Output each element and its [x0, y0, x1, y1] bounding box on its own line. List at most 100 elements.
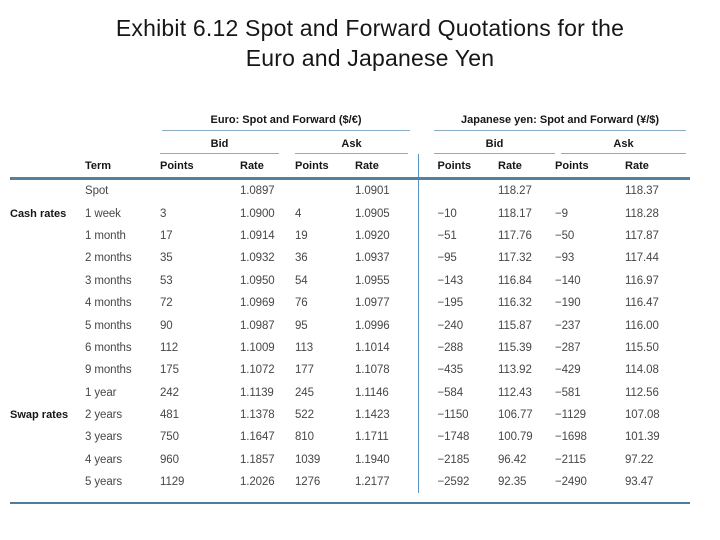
euro_ask_rate-cell: 1.1940	[355, 453, 390, 466]
yen_bid_rate-cell: 106.77	[498, 409, 533, 422]
table-row: 3 months 53 1.0950 54 1.0955 −143 116.84 −140 11…	[10, 269, 690, 292]
euro_bid_rate-cell: 1.2026	[240, 476, 275, 489]
row-group-label	[10, 270, 85, 292]
euro-group-header: Euro: Spot and Forward ($/€)	[162, 114, 411, 131]
yen_bid_rate-cell: 100.79	[498, 431, 533, 444]
euro_bid_points-cell: 90	[160, 319, 173, 332]
yen_bid_points-cell	[417, 178, 499, 203]
euro_bid_rate-cell: 1.0900	[240, 207, 275, 220]
euro_bid_points-cell: 17	[160, 229, 173, 242]
row-group-label	[10, 337, 85, 359]
euro_ask_rate-cell: 1.0905	[355, 207, 390, 220]
yen_bid_points-cell: −51	[417, 224, 499, 248]
euro-ask-header: Ask	[295, 138, 409, 154]
column-header-row: Term Points Rate Points Rate Points Rate…	[10, 154, 691, 180]
yen_ask_points-cell: −237	[555, 319, 581, 332]
yen-ask-rate-header: Rate	[625, 154, 691, 180]
row-group-label	[10, 292, 85, 314]
empty-header-cell	[10, 154, 85, 180]
euro-bid-header-cell: Bid	[160, 131, 295, 154]
euro_ask_rate-cell: 1.1423	[355, 409, 390, 422]
euro_ask_rate-cell: 1.2177	[355, 476, 390, 489]
yen_ask_rate-cell: 116.47	[625, 297, 659, 310]
yen_ask_rate-cell: 93.47	[625, 476, 654, 489]
row-group-label	[10, 471, 85, 493]
yen-ask-header-cell: Ask	[555, 131, 690, 154]
table-row: 5 years 1129 1.2026 1276 1.2177 −2592 92.35 −24…	[10, 471, 690, 494]
row-group-label	[10, 449, 85, 471]
term-cell: 3 years	[85, 431, 123, 444]
term-column-header: Term	[85, 154, 160, 180]
euro_ask_points-cell: 19	[295, 229, 308, 242]
term-cell: 4 years	[85, 453, 123, 466]
row-group-label	[10, 314, 85, 336]
euro_bid_points-cell: 112	[160, 341, 179, 354]
yen_ask_rate-cell: 117.87	[625, 229, 659, 242]
euro_ask_rate-cell: 1.1078	[355, 364, 390, 377]
term-cell: 3 months	[85, 274, 132, 287]
euro-bid-header: Bid	[160, 138, 279, 154]
yen_ask_points-cell: −93	[555, 252, 575, 265]
euro_bid_rate-cell: 1.0897	[240, 185, 275, 198]
euro_bid_rate-cell: 1.1857	[240, 453, 275, 466]
term-cell: 5 years	[85, 476, 123, 489]
euro_ask_rate-cell: 1.1711	[355, 431, 389, 444]
term-cell: 6 months	[85, 341, 132, 354]
table-row: Spot 1.0897 1.0901 118.27 118.37	[10, 178, 690, 203]
yen-bid-header-cell: Bid	[418, 131, 556, 154]
yen_bid_rate-cell: 113.92	[498, 364, 532, 377]
row-group-label	[10, 247, 85, 269]
yen_bid_points-cell: −195	[417, 291, 499, 315]
yen_bid_points-cell: −584	[417, 381, 499, 404]
yen-bid-rate-header: Rate	[498, 154, 556, 180]
euro-bid-rate-header: Rate	[240, 154, 295, 180]
euro_bid_points-cell: 242	[160, 386, 179, 399]
euro_bid_points-cell: 53	[160, 274, 173, 287]
yen_bid_points-cell: −435	[417, 359, 499, 382]
yen_bid_rate-cell: 96.42	[498, 453, 527, 466]
euro_ask_points-cell: 522	[295, 409, 314, 422]
euro_bid_points-cell: 3	[160, 207, 167, 220]
yen_ask_points-cell: −190	[555, 297, 581, 310]
yen_bid_rate-cell: 92.35	[498, 476, 527, 489]
slide-title: Exhibit 6.12 Spot and Forward Quotations…	[40, 13, 700, 73]
euro_ask_rate-cell: 1.0977	[355, 297, 390, 310]
euro_ask_points-cell: 76	[295, 297, 308, 310]
yen_ask_points-cell: −50	[555, 229, 575, 242]
term-cell: 1 week	[85, 207, 121, 220]
yen_bid_points-cell: −10	[417, 202, 499, 225]
yen_ask_points-cell: −1129	[555, 409, 586, 422]
euro_ask_rate-cell: 1.0937	[355, 252, 390, 265]
bid-ask-header-row: Bid Ask Bid Ask	[10, 131, 690, 154]
table-row: 2 months 35 1.0932 36 1.0937 −95 117.32 −93 117.…	[10, 247, 690, 270]
euro_bid_rate-cell: 1.1647	[240, 431, 275, 444]
yen_ask_points-cell: −2490	[555, 476, 587, 489]
yen_ask_points-cell: −287	[555, 341, 581, 354]
term-cell: 9 months	[85, 364, 132, 377]
table-row: 4 years 960 1.1857 1039 1.1940 −2185 96.42 −211…	[10, 448, 690, 472]
yen-bid-header: Bid	[434, 138, 556, 154]
row-group-label	[10, 179, 85, 203]
euro_ask_rate-cell: 1.1014	[355, 341, 390, 354]
term-cell: 2 years	[85, 409, 123, 422]
euro_bid_rate-cell: 1.0914	[240, 229, 275, 242]
table-bottom-rule-cell	[10, 493, 691, 505]
euro-ask-points-header: Points	[295, 154, 355, 180]
euro_ask_rate-cell: 1.0920	[355, 229, 390, 242]
yen_ask_rate-cell: 116.97	[625, 274, 659, 287]
yen_bid_rate-cell: 118.17	[498, 207, 532, 220]
euro_ask_points-cell: 1276	[295, 476, 321, 489]
table-row: 6 months 112 1.1009 113 1.1014 −288 115.39 −287…	[10, 336, 690, 360]
table-row: 9 months 175 1.1072 177 1.1078 −435 113.92 −429…	[10, 359, 690, 382]
yen_ask_points-cell: −9	[555, 207, 568, 220]
yen_ask_points-cell: −581	[555, 386, 581, 399]
yen_ask_points-cell: −429	[555, 364, 581, 377]
yen_ask_rate-cell: 117.44	[625, 252, 659, 265]
euro_ask_points-cell: 54	[295, 274, 308, 287]
euro_ask_points-cell: 113	[295, 341, 314, 354]
euro-ask-rate-header: Rate	[355, 154, 419, 180]
euro_bid_points-cell: 1129	[160, 476, 185, 489]
euro_bid_rate-cell: 1.0932	[240, 252, 275, 265]
quotation-table: Euro: Spot and Forward ($/€) Japanese ye…	[10, 104, 691, 505]
